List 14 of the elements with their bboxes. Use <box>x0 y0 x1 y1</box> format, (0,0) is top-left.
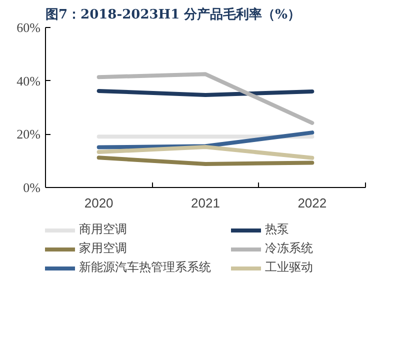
legend-label: 工业驱动 <box>265 259 314 276</box>
legend-label: 新能源汽车热管理系系统 <box>79 259 212 276</box>
legend-label: 冷冻系统 <box>265 240 314 257</box>
y-tick-label: 20% <box>16 126 41 142</box>
legend-label: 商用空调 <box>79 221 128 238</box>
y-tick-label: 40% <box>16 73 41 88</box>
chart-title: 图7：2018-2023H1 分产品毛利率（%） <box>46 6 301 22</box>
x-tick-label: 2020 <box>84 196 114 210</box>
x-tick-label: 2021 <box>191 196 220 210</box>
x-tick-label: 2022 <box>298 196 327 210</box>
y-tick-label: 60% <box>16 20 41 35</box>
y-tick-label: 0% <box>23 180 41 195</box>
legend-label: 家用空调 <box>79 240 128 257</box>
legend-label: 热泵 <box>265 221 290 238</box>
